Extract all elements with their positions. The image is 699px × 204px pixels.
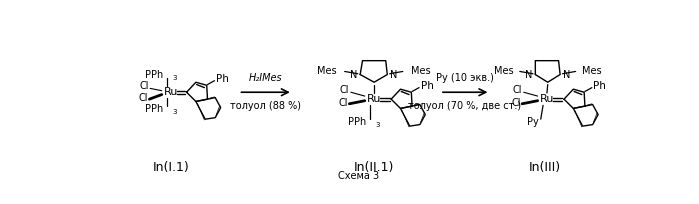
Text: H₂IMes: H₂IMes	[249, 73, 282, 83]
Text: Cl: Cl	[512, 85, 522, 95]
Text: 3: 3	[375, 122, 380, 128]
Text: Cl: Cl	[340, 85, 350, 95]
Text: Ph: Ph	[593, 81, 606, 91]
Text: Ph: Ph	[216, 74, 229, 84]
Text: In(III): In(III)	[528, 161, 561, 174]
Text: N: N	[563, 70, 570, 80]
Text: Mes: Mes	[582, 66, 601, 76]
Text: толуол (70 %, две ст.): толуол (70 %, две ст.)	[408, 101, 521, 111]
Text: Mes: Mes	[410, 66, 430, 76]
Text: Cl: Cl	[338, 98, 348, 108]
Text: Ph: Ph	[421, 81, 433, 91]
Text: Cl: Cl	[511, 98, 521, 108]
Text: толуол (88 %): толуол (88 %)	[230, 101, 301, 111]
Text: Mes: Mes	[494, 66, 514, 76]
Text: Ru: Ru	[164, 87, 178, 97]
Text: PPh: PPh	[145, 70, 164, 80]
Text: Py (10 экв.): Py (10 экв.)	[436, 73, 493, 83]
Text: Ru: Ru	[367, 94, 382, 104]
Text: N: N	[350, 70, 357, 80]
Text: Схема 3: Схема 3	[338, 171, 379, 181]
Text: Cl: Cl	[138, 93, 147, 103]
Text: Cl: Cl	[140, 81, 150, 91]
Text: Mes: Mes	[317, 66, 337, 76]
Text: PPh: PPh	[348, 117, 366, 127]
Text: N: N	[391, 70, 398, 80]
Text: 3: 3	[173, 75, 177, 81]
Text: In(I.1): In(I.1)	[152, 161, 189, 174]
Text: Ru: Ru	[540, 94, 554, 104]
Text: In(II.1): In(II.1)	[354, 161, 394, 174]
Text: N: N	[525, 70, 532, 80]
Text: Py: Py	[528, 117, 539, 127]
Text: PPh: PPh	[145, 104, 164, 114]
Text: 3: 3	[173, 109, 177, 115]
